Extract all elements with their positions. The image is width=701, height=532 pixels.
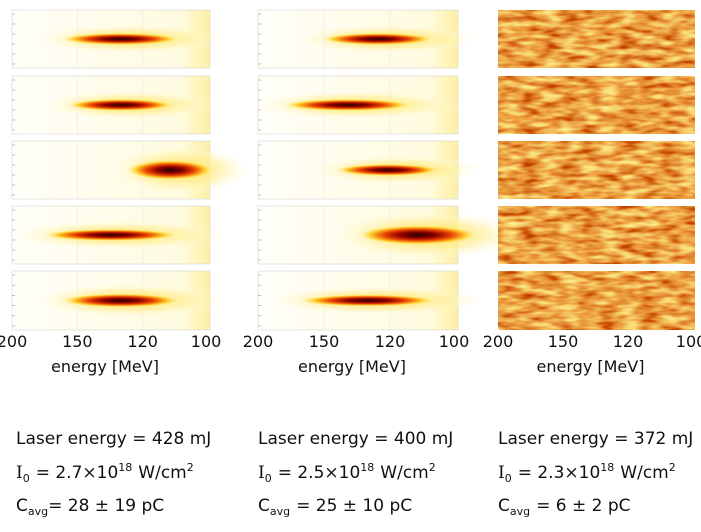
- charge-value: = 25 ± 10 pC: [296, 496, 412, 516]
- laser-energy: Laser energy = 372 mJ: [498, 429, 693, 449]
- intensity-sub: 0: [505, 472, 512, 485]
- intensity-exp: 18: [360, 461, 374, 474]
- streak: [61, 293, 181, 308]
- x-tick-label: 150: [548, 332, 579, 351]
- intensity-symbol: I: [258, 463, 265, 483]
- streak: [61, 33, 181, 45]
- charge-sub: avg: [28, 505, 48, 518]
- intensity-value: = 2.7×10: [36, 463, 119, 483]
- x-tick-label: 150: [309, 332, 340, 351]
- x-tick-label: 200: [0, 332, 27, 351]
- charge: Cavg= 28 ± 19 pC: [16, 496, 164, 518]
- streak: [358, 225, 478, 245]
- x-tick-label: 200: [243, 332, 274, 351]
- x-axis-label: energy [MeV]: [298, 357, 406, 376]
- x-axis-label: energy [MeV]: [51, 357, 159, 376]
- streak: [322, 33, 434, 45]
- charge-symbol: C: [16, 496, 28, 516]
- charge: Cavg = 6 ± 2 pC: [498, 496, 631, 518]
- laser-energy: Laser energy = 400 mJ: [258, 429, 453, 449]
- streak: [67, 99, 175, 111]
- x-axis-label: energy [MeV]: [537, 357, 645, 376]
- x-tick-label: 200: [483, 332, 514, 351]
- streak: [300, 294, 436, 307]
- charge: Cavg = 25 ± 10 pC: [258, 496, 412, 518]
- charge-sub: avg: [270, 505, 290, 518]
- x-tick-label: 120: [613, 332, 644, 351]
- streak: [284, 99, 412, 111]
- x-tick-label: 100: [439, 332, 470, 351]
- charge-value: = 6 ± 2 pC: [536, 496, 630, 516]
- intensity: I0 = 2.3×1018 W/cm2: [498, 461, 676, 485]
- intensity-value: = 2.5×10: [278, 463, 361, 483]
- noise-strip: [498, 10, 695, 68]
- noise-strip: [498, 271, 695, 330]
- intensity-exp: 18: [600, 461, 614, 474]
- charge-symbol: C: [498, 496, 510, 516]
- noise-strip: [498, 206, 695, 264]
- intensity-unit: W/cm: [380, 463, 428, 483]
- intensity: I0 = 2.5×1018 W/cm2: [258, 461, 436, 485]
- charge-sub: avg: [510, 505, 530, 518]
- streak: [126, 160, 214, 180]
- intensity-unit-exp: 2: [187, 461, 194, 474]
- laser-energy: Laser energy = 428 mJ: [16, 429, 211, 449]
- streak: [336, 164, 440, 176]
- x-tick-label: 100: [676, 332, 701, 351]
- x-tick-label: 120: [375, 332, 406, 351]
- intensity-sub: 0: [23, 472, 30, 485]
- intensity-unit-exp: 2: [429, 461, 436, 474]
- intensity-symbol: I: [498, 463, 505, 483]
- charge-value: = 28 ± 19 pC: [48, 496, 164, 516]
- noise-strip: [498, 141, 695, 199]
- x-tick-label: 120: [127, 332, 158, 351]
- noise-strip: [498, 76, 695, 134]
- intensity-unit: W/cm: [138, 463, 186, 483]
- charge-symbol: C: [258, 496, 270, 516]
- x-tick-label: 100: [191, 332, 222, 351]
- x-tick-label: 150: [62, 332, 93, 351]
- intensity-symbol: I: [16, 463, 23, 483]
- intensity-sub: 0: [265, 472, 272, 485]
- intensity-value: = 2.3×10: [518, 463, 601, 483]
- intensity-exp: 18: [118, 461, 132, 474]
- intensity-unit: W/cm: [620, 463, 668, 483]
- intensity-unit-exp: 2: [669, 461, 676, 474]
- streak: [43, 229, 179, 241]
- intensity: I0 = 2.7×1018 W/cm2: [16, 461, 194, 485]
